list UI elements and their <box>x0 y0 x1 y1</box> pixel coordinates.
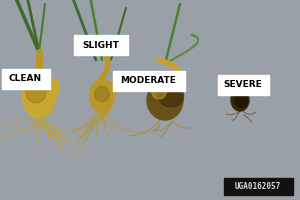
FancyBboxPatch shape <box>218 75 268 95</box>
Ellipse shape <box>235 94 248 108</box>
Text: SEVERE: SEVERE <box>224 80 262 89</box>
Ellipse shape <box>26 81 46 103</box>
FancyBboxPatch shape <box>224 178 292 195</box>
Text: MODERATE: MODERATE <box>121 76 176 85</box>
Ellipse shape <box>238 103 242 106</box>
FancyBboxPatch shape <box>2 69 50 89</box>
Ellipse shape <box>232 100 240 104</box>
Ellipse shape <box>240 97 244 101</box>
Ellipse shape <box>152 85 166 99</box>
Ellipse shape <box>90 79 114 113</box>
Ellipse shape <box>158 85 184 107</box>
Ellipse shape <box>105 83 117 97</box>
Ellipse shape <box>231 89 249 111</box>
Ellipse shape <box>22 74 56 118</box>
Ellipse shape <box>43 78 59 98</box>
Text: CLEAN: CLEAN <box>9 74 42 83</box>
Ellipse shape <box>234 96 237 99</box>
Ellipse shape <box>95 86 109 102</box>
Text: SLIGHT: SLIGHT <box>82 40 119 49</box>
Text: UGA0162057: UGA0162057 <box>235 182 281 191</box>
FancyBboxPatch shape <box>112 71 184 91</box>
FancyBboxPatch shape <box>74 35 128 55</box>
Ellipse shape <box>147 80 183 120</box>
